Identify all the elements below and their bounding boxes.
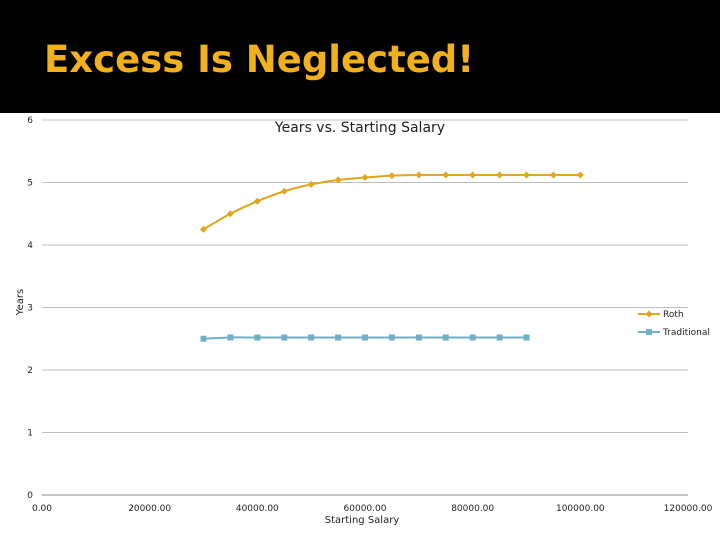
legend: Roth Traditional: [638, 310, 710, 338]
y-axis-title: Years: [15, 289, 26, 316]
data-point: [523, 171, 530, 179]
data-point: [549, 171, 557, 179]
data-point: [388, 172, 396, 180]
y-tick-label: 0: [27, 491, 33, 501]
x-tick-label: 100000.00: [556, 504, 605, 514]
data-point: [227, 334, 234, 341]
data-point: [307, 180, 315, 188]
x-tick-label: 80000.00: [451, 504, 494, 514]
data-point: [281, 334, 288, 341]
x-tick-label: 40000.00: [236, 504, 279, 514]
data-point: [254, 334, 261, 341]
data-point: [226, 210, 234, 218]
y-tick-label: 5: [27, 179, 33, 189]
legend-item-traditional: Traditional: [638, 328, 710, 338]
x-tick-label: 0.00: [32, 504, 52, 514]
y-tick-label: 1: [27, 429, 33, 439]
y-tick-label: 4: [27, 241, 33, 251]
data-point: [280, 187, 288, 195]
data-point: [523, 334, 530, 341]
y-tick-label: 2: [27, 366, 33, 376]
data-point: [308, 334, 315, 341]
data-point: [361, 174, 369, 181]
title-bar: [0, 0, 720, 113]
data-point: [362, 334, 368, 341]
data-point: [415, 171, 423, 179]
data-point: [200, 335, 207, 342]
data-point: [469, 334, 476, 341]
data-point: [496, 171, 504, 179]
data-point: [388, 334, 395, 341]
series-roth: [200, 171, 584, 233]
gridlines: [42, 119, 688, 433]
data-point: [576, 171, 584, 179]
x-tick-label: 20000.00: [128, 504, 171, 514]
data-point: [253, 197, 261, 205]
data-point: [496, 334, 503, 341]
data-point: [442, 334, 449, 341]
series: [200, 171, 584, 342]
axes: 0 1 2 3 4 5 6 0.00 20000.00 40000.00 60000.00 80000…: [27, 116, 712, 514]
data-point: [415, 334, 422, 341]
slide-title: Excess Is Neglected!: [44, 38, 475, 81]
legend-item-roth: Roth: [638, 310, 684, 320]
x-tick-label: 120000.00: [664, 504, 713, 514]
y-tick-label: 6: [27, 116, 33, 126]
data-point: [469, 171, 477, 179]
series-line-roth: [202, 173, 581, 231]
y-tick-label: 3: [27, 304, 33, 314]
data-point: [200, 225, 207, 233]
x-tick-label: 60000.00: [344, 504, 387, 514]
x-axis-title: Starting Salary: [325, 515, 400, 526]
series-traditional: [200, 334, 530, 342]
legend-label: Traditional: [662, 328, 710, 338]
chart-title: Years vs. Starting Salary: [274, 120, 445, 136]
data-point: [442, 171, 450, 179]
legend-marker: [645, 310, 653, 318]
data-point: [334, 176, 342, 184]
legend-marker: [646, 329, 652, 335]
legend-label: Roth: [663, 310, 684, 320]
data-point: [335, 334, 342, 341]
